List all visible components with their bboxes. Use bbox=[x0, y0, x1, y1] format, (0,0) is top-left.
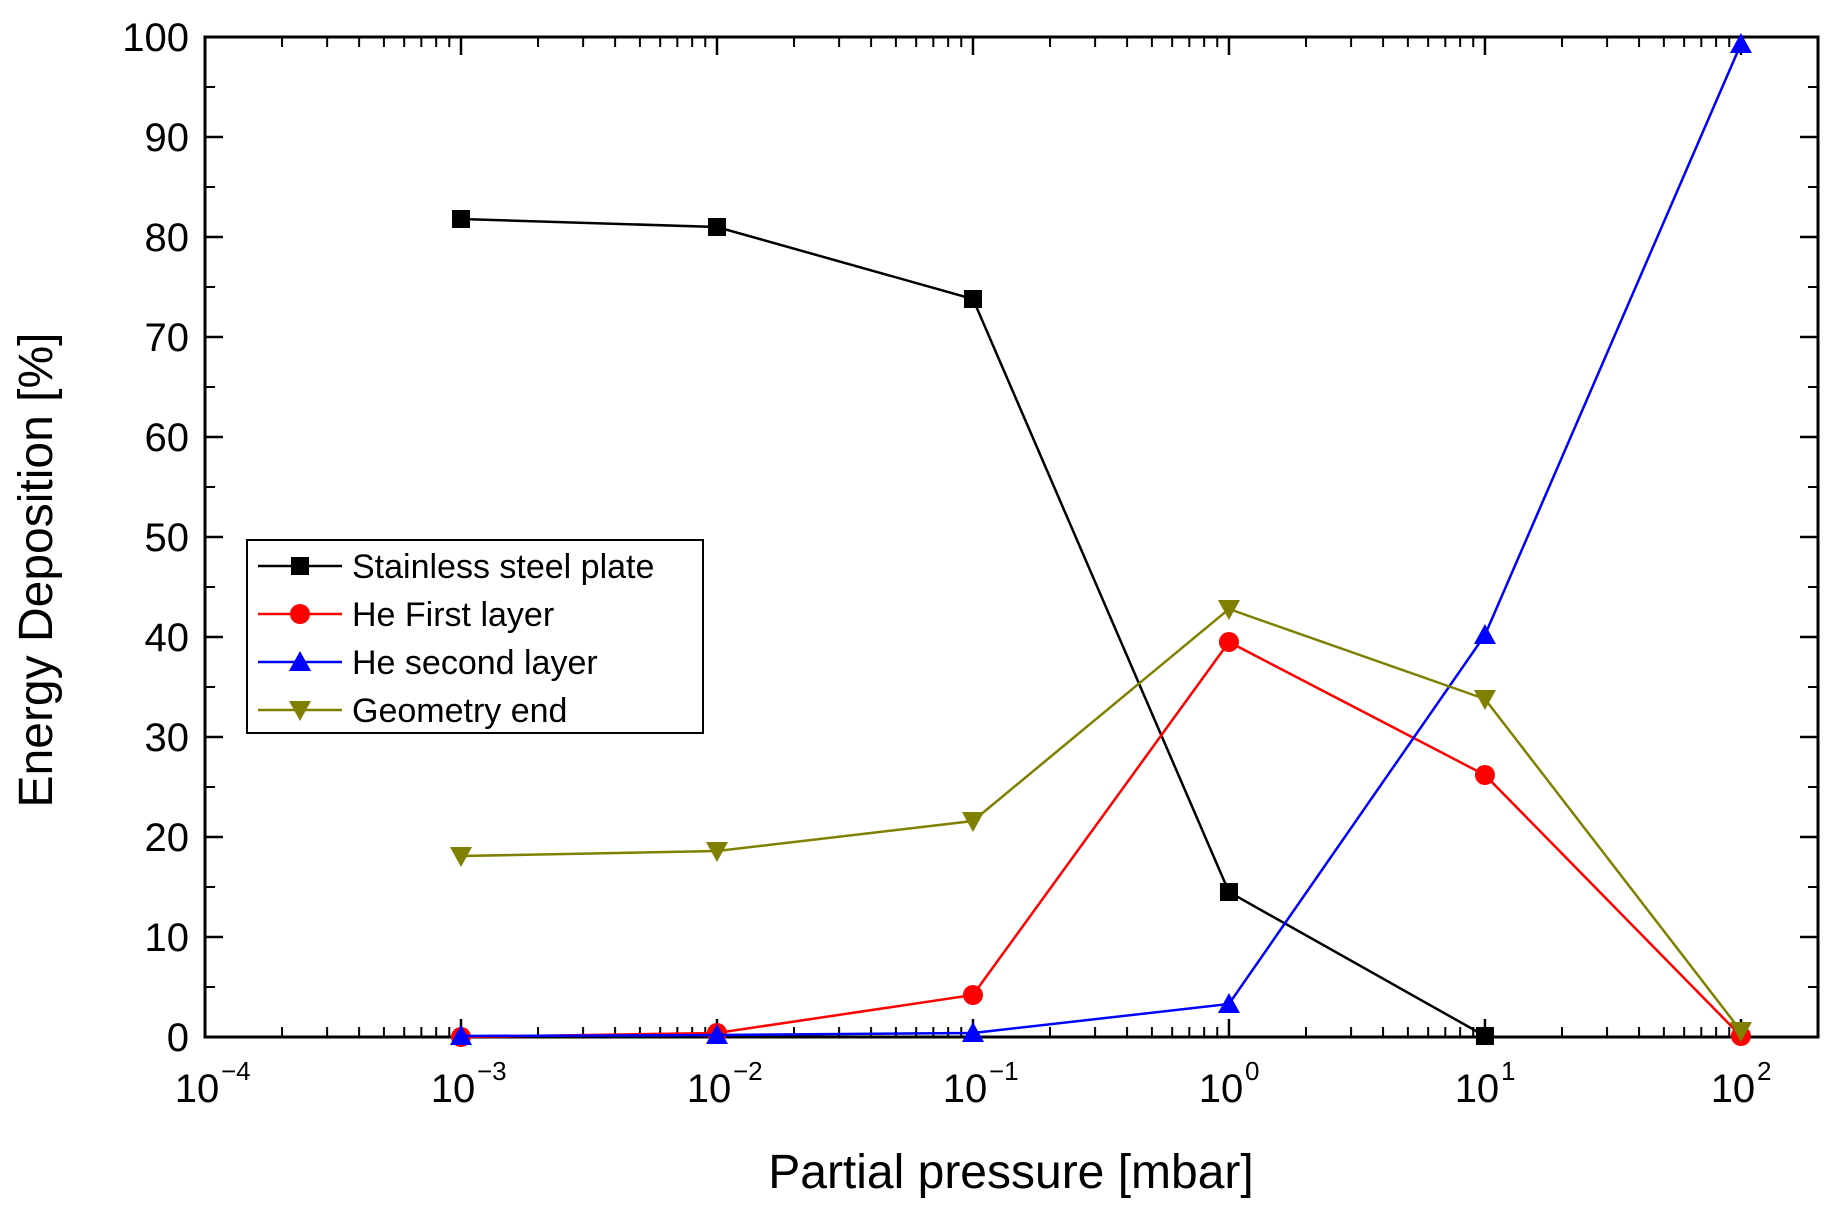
data-point bbox=[1474, 765, 1495, 785]
data-point bbox=[1218, 632, 1239, 652]
data-point bbox=[449, 847, 472, 867]
x-tick-label: 10 bbox=[1199, 1067, 1244, 1111]
data-point bbox=[961, 812, 984, 832]
tick-labels: 10 −4 10 −3 10 −2 10 −1 10 0 10 1 10 2010203040506070… bbox=[122, 16, 1771, 1111]
plot-frame bbox=[203, 35, 1820, 1039]
y-tick-label: 20 bbox=[145, 816, 190, 860]
legend-label: He First layer bbox=[352, 596, 554, 634]
data-point bbox=[1217, 600, 1240, 620]
x-tick-exponent: 0 bbox=[1245, 1056, 1259, 1086]
x-tick-exponent: 2 bbox=[1757, 1056, 1771, 1086]
legend-entry: He second layer bbox=[258, 644, 598, 682]
y-tick-label: 0 bbox=[167, 1016, 189, 1060]
x-tick-label: 10 bbox=[943, 1067, 988, 1111]
legend-label: Stainless steel plate bbox=[352, 548, 654, 586]
series-3 bbox=[449, 600, 1752, 1042]
legend-marker bbox=[289, 651, 311, 671]
data-point bbox=[1473, 690, 1496, 710]
y-tick-label: 50 bbox=[145, 516, 190, 560]
x-tick-exponent: −3 bbox=[477, 1056, 507, 1086]
legend-entry: Stainless steel plate bbox=[258, 548, 654, 586]
data-point bbox=[449, 1025, 472, 1045]
series-line bbox=[460, 43, 1743, 1038]
y-tick-label: 60 bbox=[145, 416, 190, 460]
y-tick-label: 40 bbox=[145, 616, 190, 660]
x-tick-exponent: 1 bbox=[1501, 1056, 1515, 1086]
data-point bbox=[1729, 33, 1752, 53]
series-0 bbox=[451, 210, 1494, 1045]
data-point bbox=[707, 218, 726, 236]
y-tick-label: 100 bbox=[122, 16, 189, 60]
legend-entry: He First layer bbox=[258, 596, 554, 634]
y-tick-label: 90 bbox=[145, 116, 190, 160]
data-point bbox=[1473, 624, 1496, 644]
data-point bbox=[963, 290, 982, 308]
y-tick-label: 30 bbox=[145, 716, 190, 760]
data-point bbox=[1217, 993, 1240, 1013]
y-tick-label: 80 bbox=[145, 216, 190, 260]
series-line bbox=[460, 640, 1742, 1039]
legend-marker bbox=[289, 701, 311, 721]
y-tick-label: 70 bbox=[145, 316, 190, 360]
x-tick-label: 10 bbox=[1711, 1067, 1756, 1111]
series-line bbox=[460, 607, 1742, 1032]
x-tick-exponent: −4 bbox=[221, 1056, 251, 1086]
legend-label: He second layer bbox=[352, 644, 598, 682]
legend-label: Geometry end bbox=[352, 692, 567, 730]
legend-box bbox=[246, 539, 704, 734]
data-point bbox=[705, 1024, 728, 1044]
legend-entry: Geometry end bbox=[258, 692, 567, 730]
x-tick-label: 10 bbox=[431, 1067, 476, 1111]
legend: Stainless steel plate He First layer He se… bbox=[246, 539, 704, 734]
series-layer bbox=[449, 33, 1752, 1047]
data-point bbox=[1219, 883, 1238, 901]
data-point bbox=[1729, 1022, 1752, 1042]
x-tick-exponent: −2 bbox=[733, 1056, 763, 1086]
x-tick-label: 10 bbox=[687, 1067, 732, 1111]
legend-marker bbox=[290, 604, 310, 624]
y-tick-label: 10 bbox=[145, 916, 190, 960]
x-axis-label: Partial pressure [mbar] bbox=[768, 1146, 1254, 1199]
data-point bbox=[705, 842, 728, 862]
legend-marker bbox=[291, 557, 309, 575]
y-axis-label: Energy Deposition [%] bbox=[10, 333, 63, 808]
x-tick-label: 10 bbox=[175, 1067, 220, 1111]
data-point bbox=[962, 985, 983, 1005]
data-point bbox=[451, 210, 470, 228]
x-tick-label: 10 bbox=[1455, 1067, 1500, 1111]
data-point bbox=[1475, 1027, 1494, 1045]
data-point bbox=[961, 1022, 984, 1042]
x-tick-exponent: −1 bbox=[989, 1056, 1019, 1086]
series-2 bbox=[449, 33, 1752, 1045]
